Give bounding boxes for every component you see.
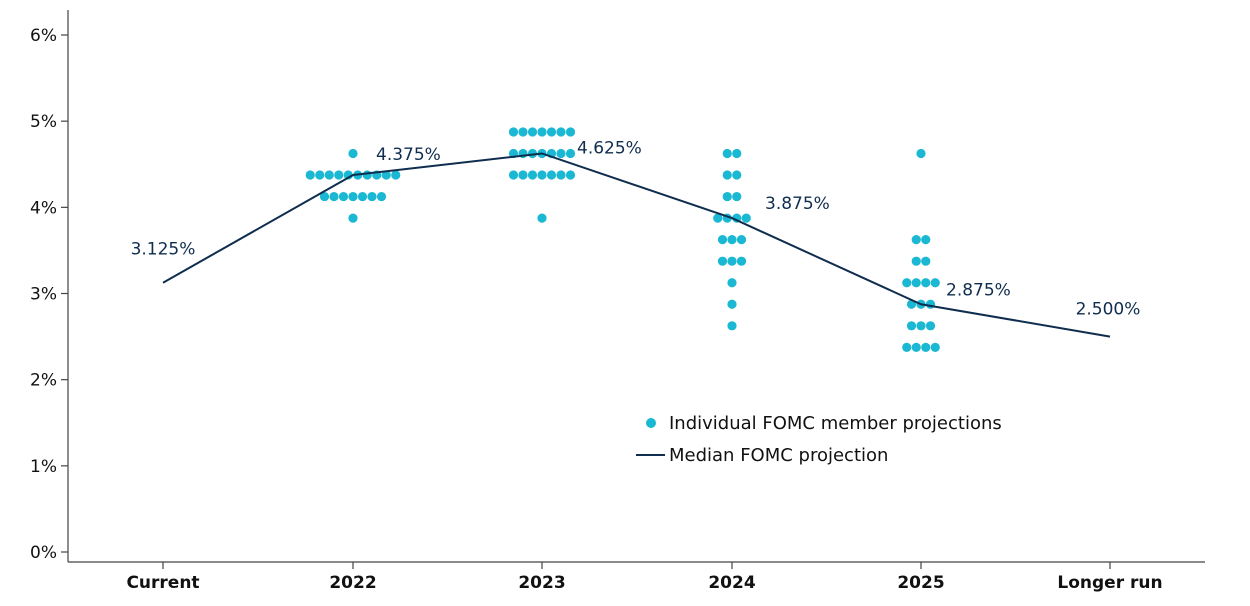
projection-dot (391, 170, 401, 180)
projection-dot (717, 235, 728, 245)
projection-dot (921, 235, 931, 245)
x-tick-label: 2024 (708, 573, 755, 593)
projection-dot (727, 235, 737, 245)
x-axis-ticks: Current 2022 2023 2024 2025 Longer run (126, 562, 1163, 593)
projection-dot (508, 127, 519, 137)
median-value-label: 2.500% (1076, 300, 1141, 320)
projection-dot (921, 256, 931, 266)
projection-dot (565, 127, 576, 137)
legend-label-median: Median FOMC projection (669, 445, 888, 466)
y-axis-ticks: 0% 1% 2% 3% 4% 5% 6% (30, 26, 68, 563)
x-tick-label: Current (126, 573, 199, 593)
projection-dot (546, 127, 557, 137)
projection-dot (736, 256, 747, 266)
projection-dot (381, 170, 391, 180)
projection-dot (911, 342, 921, 352)
projection-dot (334, 170, 344, 180)
projection-dot (713, 213, 723, 223)
projection-dot (348, 191, 358, 202)
projection-dot (348, 148, 358, 159)
median-value-label: 4.625% (577, 138, 642, 158)
projection-dot (732, 191, 742, 202)
projection-dot (329, 191, 339, 202)
y-tick-label: 3% (30, 285, 57, 305)
projection-dot (736, 235, 747, 245)
y-tick-label: 5% (30, 112, 57, 132)
median-value-label: 2.875% (946, 280, 1011, 300)
projection-dot (722, 148, 732, 159)
projection-dot (921, 342, 931, 352)
projection-dot (367, 191, 377, 202)
projection-dot (565, 170, 576, 180)
projection-dot (732, 170, 742, 180)
projection-dot (527, 170, 538, 180)
median-labels: 3.125% 4.375% 4.625% 3.875% 2.875% 2.500% (131, 138, 1141, 319)
median-projection-line (162, 152, 1111, 338)
projection-dot (925, 321, 936, 331)
projection-dot (906, 321, 917, 331)
projection-dot (319, 191, 330, 202)
projection-dot (537, 213, 547, 223)
projection-dot (376, 191, 387, 202)
projection-dot (537, 170, 547, 180)
projection-dot (925, 299, 936, 309)
projection-dot (902, 278, 912, 288)
projection-dot (508, 170, 519, 180)
projection-dot (556, 127, 566, 137)
projection-dot (324, 170, 334, 180)
y-tick-label: 2% (30, 371, 57, 391)
legend: Individual FOMC member projections Media… (636, 413, 1002, 466)
legend-dot-marker (646, 418, 656, 428)
legend-label-dots: Individual FOMC member projections (669, 413, 1002, 434)
projection-dot (518, 127, 528, 137)
projection-dot (911, 235, 921, 245)
y-tick-label: 6% (30, 26, 57, 46)
projection-dot (717, 256, 728, 266)
projection-dot (902, 342, 912, 352)
projection-dot (732, 148, 742, 159)
projection-dot (741, 213, 751, 223)
projection-dot (527, 127, 538, 137)
projection-dot (546, 170, 557, 180)
projection-dot (565, 148, 576, 159)
median-value-label: 3.875% (765, 194, 830, 214)
x-tick-label: 2022 (329, 573, 376, 593)
projection-dot (921, 278, 931, 288)
projection-dot (362, 170, 372, 180)
median-value-label: 3.125% (131, 240, 196, 260)
projection-dot (305, 170, 315, 180)
projection-dot (916, 148, 926, 159)
projection-dot (930, 278, 940, 288)
x-tick-label: Longer run (1057, 573, 1162, 593)
y-tick-label: 0% (30, 543, 57, 563)
projection-dot (722, 191, 732, 202)
x-tick-label: 2025 (897, 573, 944, 593)
projection-dot (930, 342, 940, 352)
projection-dot (556, 148, 566, 159)
x-tick-label: 2023 (518, 573, 565, 593)
projection-dot (727, 278, 737, 288)
projection-dot (338, 191, 349, 202)
projection-dot (911, 278, 921, 288)
projection-dot (315, 170, 325, 180)
median-value-label: 4.375% (376, 145, 441, 165)
projection-dot (518, 170, 528, 180)
projection-dot (556, 170, 566, 180)
projection-dot (916, 321, 926, 331)
projection-dot (348, 213, 358, 223)
projection-dot (357, 191, 368, 202)
projection-dot (727, 321, 737, 331)
projection-dot (722, 170, 732, 180)
y-tick-label: 1% (30, 457, 57, 477)
projection-dot (537, 127, 547, 137)
projection-dot (727, 256, 737, 266)
projection-dot (911, 256, 921, 266)
y-tick-label: 4% (30, 198, 57, 218)
projection-dot (727, 299, 737, 309)
